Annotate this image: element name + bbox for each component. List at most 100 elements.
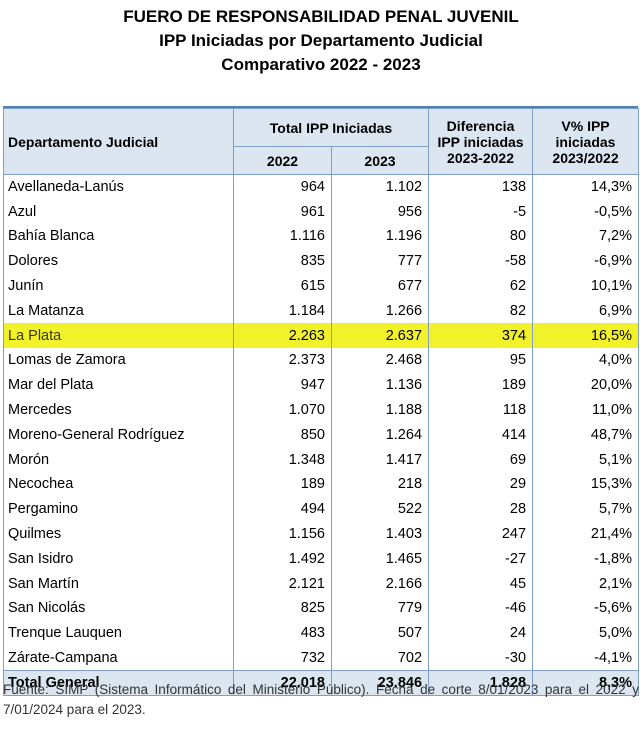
value-2022-cell: 964 xyxy=(233,174,332,200)
difference-cell: -58 xyxy=(428,248,534,274)
value-2023-cell: 1.266 xyxy=(330,298,430,324)
difference-cell: -5 xyxy=(428,199,534,225)
source-note: Fuente: SIMP (Sistema Informático del Mi… xyxy=(3,682,639,717)
value-2022-cell: 1.184 xyxy=(233,298,332,324)
total-row: Total General 22.018 23.846 1.828 8,3% xyxy=(3,669,640,696)
header-variation-line: V% IPP xyxy=(561,117,610,134)
variation-cell: 16,5% xyxy=(532,323,640,349)
dept-cell: La Plata xyxy=(3,323,234,349)
difference-cell: 95 xyxy=(428,348,534,373)
table-row: Junín 615 677 62 10,1% xyxy=(3,273,640,299)
dept-cell: Morón xyxy=(3,447,234,473)
difference-cell: 62 xyxy=(428,273,534,299)
value-2023-cell: 507 xyxy=(330,620,430,646)
table-row: Pergamino 494 522 28 5,7% xyxy=(3,496,640,522)
value-2023-cell: 1.188 xyxy=(330,397,430,423)
ipp-table: Departamento Judicial Total IPP Iniciada… xyxy=(3,108,640,696)
header-difference-line: 2023-2022 xyxy=(447,149,514,166)
difference-cell: -46 xyxy=(428,596,534,621)
value-2023-cell: 2.468 xyxy=(330,348,430,373)
variation-cell: -1,8% xyxy=(532,546,640,572)
value-2023-cell: 1.264 xyxy=(330,422,430,448)
value-2022-cell: 1.070 xyxy=(233,397,332,423)
variation-cell: 6,9% xyxy=(532,298,640,324)
variation-cell: 14,3% xyxy=(532,174,640,200)
table-row: La Matanza 1.184 1.266 82 6,9% xyxy=(3,298,640,324)
variation-cell: -5,6% xyxy=(532,596,640,621)
value-2023-cell: 1.136 xyxy=(330,372,430,398)
value-2022-cell: 2.121 xyxy=(233,571,332,597)
difference-cell: 24 xyxy=(428,620,534,646)
value-2023-cell: 779 xyxy=(330,596,430,621)
total-label: Total General xyxy=(3,669,234,696)
header-year-2023: 2023 xyxy=(330,146,430,175)
variation-cell: 21,4% xyxy=(532,521,640,547)
variation-cell: 48,7% xyxy=(532,422,640,448)
value-2022-cell: 961 xyxy=(233,199,332,225)
variation-cell: -4,1% xyxy=(532,645,640,671)
value-2022-cell: 1.492 xyxy=(233,546,332,572)
variation-cell: 5,7% xyxy=(532,496,640,522)
variation-cell: 5,0% xyxy=(532,620,640,646)
header-year-2022: 2022 xyxy=(233,146,332,175)
table-row: Mercedes 1.070 1.188 118 11,0% xyxy=(3,397,640,423)
value-2023-cell: 218 xyxy=(330,472,430,497)
difference-cell: 69 xyxy=(428,447,534,473)
dept-cell: Zárate-Campana xyxy=(3,645,234,671)
dept-cell: Trenque Lauquen xyxy=(3,620,234,646)
value-2023-cell: 522 xyxy=(330,496,430,522)
value-2022-cell: 2.373 xyxy=(233,348,332,373)
dept-cell: Lomas de Zamora xyxy=(3,348,234,373)
dept-cell: Moreno-General Rodríguez xyxy=(3,422,234,448)
variation-cell: 20,0% xyxy=(532,372,640,398)
variation-cell: 10,1% xyxy=(532,273,640,299)
value-2022-cell: 1.348 xyxy=(233,447,332,473)
dept-cell: San Nicolás xyxy=(3,596,234,621)
table-row: San Nicolás 825 779 -46 -5,6% xyxy=(3,596,640,621)
variation-cell: 2,1% xyxy=(532,571,640,597)
value-2022-cell: 615 xyxy=(233,273,332,299)
header-variation-line: iniciadas xyxy=(555,133,616,150)
difference-cell: 189 xyxy=(428,372,534,398)
value-2023-cell: 956 xyxy=(330,199,430,225)
variation-cell: 4,0% xyxy=(532,348,640,373)
total-variation: 8,3% xyxy=(532,669,640,696)
header-difference-line: IPP iniciadas xyxy=(437,133,524,150)
table-row: San Isidro 1.492 1.465 -27 -1,8% xyxy=(3,546,640,572)
difference-cell: 28 xyxy=(428,496,534,522)
dept-cell: Avellaneda-Lanús xyxy=(3,174,234,200)
dept-cell: Quilmes xyxy=(3,521,234,547)
table-row: Azul 961 956 -5 -0,5% xyxy=(3,199,640,225)
dept-cell: Azul xyxy=(3,199,234,225)
difference-cell: 138 xyxy=(428,174,534,200)
dept-cell: Dolores xyxy=(3,248,234,274)
value-2023-cell: 2.166 xyxy=(330,571,430,597)
value-2023-cell: 702 xyxy=(330,645,430,671)
value-2022-cell: 494 xyxy=(233,496,332,522)
table-row: Necochea 189 218 29 15,3% xyxy=(3,472,640,497)
title-line-3: Comparativo 2022 - 2023 xyxy=(221,55,421,74)
value-2022-cell: 483 xyxy=(233,620,332,646)
value-2023-cell: 677 xyxy=(330,273,430,299)
table-body: Avellaneda-Lanús 964 1.102 138 14,3% Azul 961 9… xyxy=(3,174,640,671)
value-2022-cell: 835 xyxy=(233,248,332,274)
title-line-2: IPP Iniciadas por Departamento Judicial xyxy=(159,31,483,50)
table-row: Avellaneda-Lanús 964 1.102 138 14,3% xyxy=(3,174,640,200)
total-2022: 22.018 xyxy=(233,669,332,696)
header-difference: Diferencia IPP iniciadas 2023-2022 xyxy=(428,108,534,175)
table-row: La Plata 2.263 2.637 374 16,5% xyxy=(3,323,640,349)
report-title: FUERO DE RESPONSABILIDAD PENAL JUVENIL I… xyxy=(0,0,642,82)
variation-cell: -0,5% xyxy=(532,199,640,225)
value-2022-cell: 732 xyxy=(233,645,332,671)
variation-cell: 5,1% xyxy=(532,447,640,473)
difference-cell: 82 xyxy=(428,298,534,324)
difference-cell: 45 xyxy=(428,571,534,597)
difference-cell: 80 xyxy=(428,224,534,249)
table-row: Dolores 835 777 -58 -6,9% xyxy=(3,248,640,274)
variation-cell: 7,2% xyxy=(532,224,640,249)
value-2023-cell: 1.417 xyxy=(330,447,430,473)
table-top-rule xyxy=(3,106,638,108)
value-2022-cell: 189 xyxy=(233,472,332,497)
value-2022-cell: 825 xyxy=(233,596,332,621)
table-row: Zárate-Campana 732 702 -30 -4,1% xyxy=(3,645,640,671)
